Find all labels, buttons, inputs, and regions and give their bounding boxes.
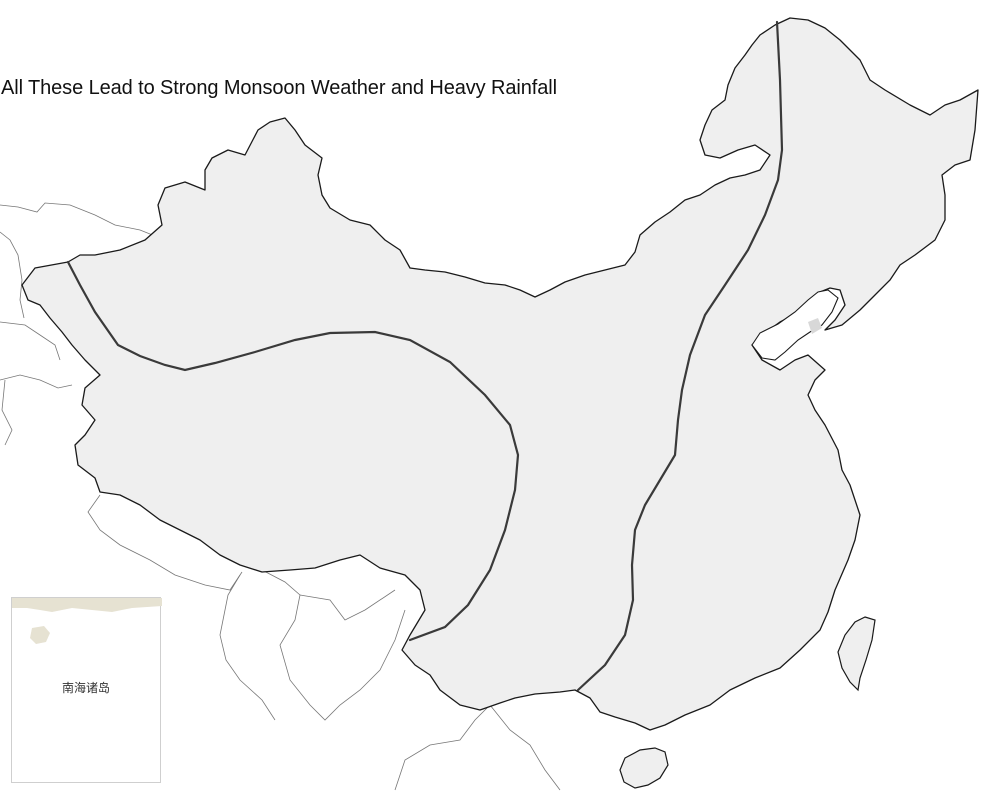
division-lines — [66, 20, 784, 692]
neighbor-border-laos — [394, 704, 491, 791]
map-title: All These Lead to Strong Monsoon Weather… — [1, 77, 557, 99]
division-line-west — [66, 260, 520, 642]
neighbor-borders — [0, 202, 561, 791]
neighbor-border-myanmar-east — [261, 569, 406, 721]
china-landmass — [21, 17, 979, 731]
neighbor-border-afghan — [0, 374, 73, 389]
neighbor-border-vietnam — [489, 704, 561, 791]
inset-map — [12, 598, 162, 644]
taiwan — [837, 616, 876, 692]
hainan — [619, 747, 669, 789]
neighbor-border-tajik — [0, 321, 61, 361]
division-line-east — [576, 20, 784, 692]
inset-coast — [12, 598, 162, 612]
inset-island — [30, 626, 50, 644]
neighbor-border-nepal — [87, 494, 243, 591]
liaodong-peninsula — [808, 318, 822, 334]
neighbor-border-kazakhstan — [0, 202, 161, 239]
neighbor-border-pakistan — [1, 379, 13, 446]
neighbor-border-kyrgyz — [0, 231, 25, 319]
inset-label: 南海诸岛 — [62, 681, 111, 695]
neighbor-border-myanmar — [219, 574, 276, 721]
bohai-sea — [751, 289, 839, 361]
neighbor-border-bangladesh — [299, 589, 396, 621]
south-china-sea-inset — [11, 597, 162, 783]
